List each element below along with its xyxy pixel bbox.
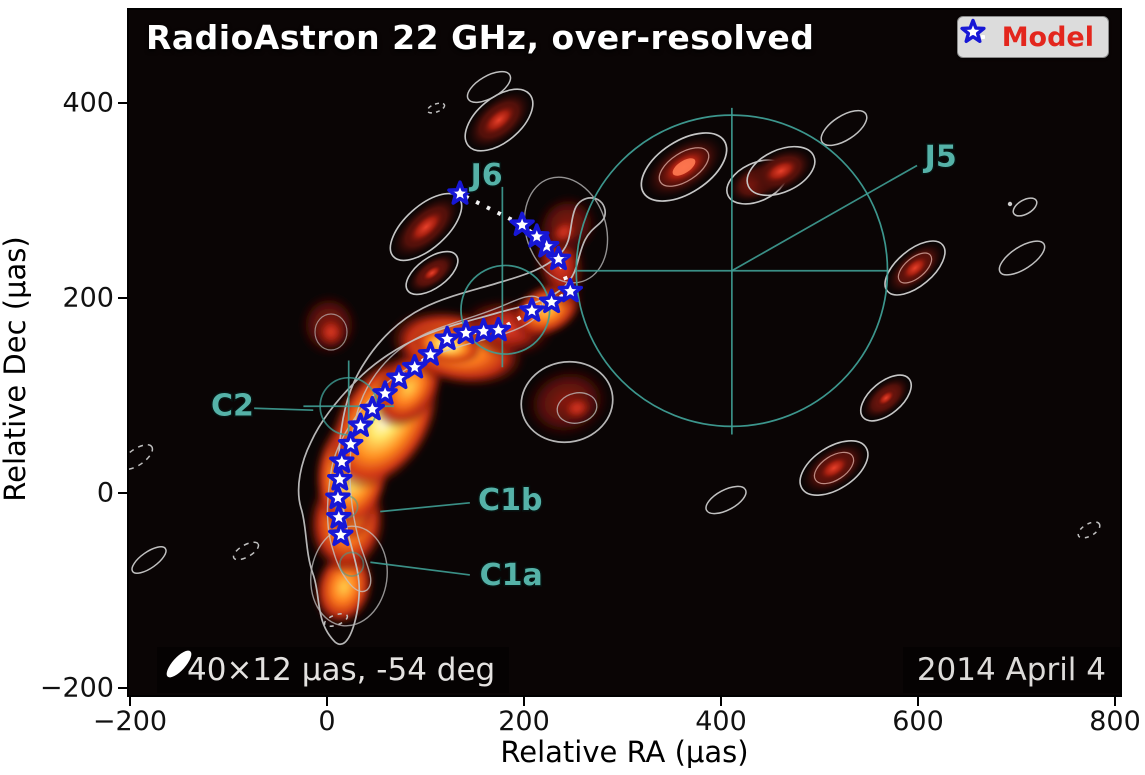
component-line-C1a (370, 561, 470, 576)
model-star-marker (359, 395, 386, 421)
epoch-annotation: 2014 April 4 (902, 647, 1120, 693)
y-tick-mark (118, 492, 127, 495)
model-star-marker (453, 319, 479, 345)
legend-model-label: Model (1001, 21, 1094, 53)
y-tick-label: 200 (62, 282, 114, 314)
beam-annotation: 40×12 μas, -54 deg (157, 647, 510, 693)
model-star-marker (347, 412, 374, 437)
model-star-marker (325, 484, 351, 509)
x-tick-label: 0 (318, 706, 336, 737)
x-tick-mark (720, 697, 723, 706)
model-star-marker (329, 448, 355, 473)
component-line-C2 (254, 407, 314, 412)
beam-ellipse-icon (166, 650, 192, 678)
model-star-icon (960, 18, 986, 43)
plot-area: J5 J6 C2 C1b C1a RadioAstron 22 GHz, over-re… (127, 8, 1122, 697)
model-star-marker (326, 504, 352, 529)
x-tick-label: 600 (892, 706, 944, 737)
beam-size-text: 40×12 μas, -54 deg (187, 652, 496, 688)
y-axis-label: Relative Dec (μas) (0, 236, 32, 502)
legend-dotted-line-dot (980, 35, 985, 39)
x-tick-label: 400 (695, 706, 747, 737)
epoch-text: 2014 April 4 (916, 652, 1106, 688)
component-circle-J5 (575, 114, 889, 428)
model-overlay: J5 J6 C2 C1b C1a (210, 107, 958, 594)
model-star-marker (372, 380, 398, 405)
faint-contours (129, 70, 1101, 627)
component-line-C1b (380, 501, 470, 513)
y-tick-label: −200 (39, 672, 114, 704)
y-tick-mark (118, 102, 127, 105)
x-tick-mark (523, 697, 526, 706)
model-star-marker (417, 341, 444, 366)
isolated-blobs (389, 88, 946, 496)
y-tick-mark (118, 687, 127, 690)
x-tick-mark (1114, 697, 1117, 706)
plot-title: RadioAstron 22 GHz, over-resolved (146, 18, 815, 57)
model-star-marker (337, 430, 364, 456)
x-tick-label: 800 (1089, 706, 1141, 737)
model-star-marker (557, 277, 584, 303)
x-axis-label: Relative RA (μas) (500, 735, 749, 769)
y-tick-label: 0 (96, 477, 114, 509)
x-tick-mark (129, 697, 132, 706)
model-star-marker (327, 466, 353, 491)
model-star-marker (447, 180, 473, 205)
y-tick-mark (118, 297, 127, 300)
component-label-C1a: C1a (480, 558, 543, 593)
component-circle-C1a (338, 551, 365, 577)
component-line-J5 (731, 164, 918, 272)
model-star-marker (434, 325, 460, 351)
component-label-J6: J6 (469, 158, 503, 193)
x-tick-mark (917, 697, 920, 706)
legend: Model (956, 16, 1109, 58)
model-star-marker (485, 316, 512, 342)
component-label-C2: C2 (211, 388, 254, 423)
model-star-marker (328, 521, 354, 547)
component-label-C1b: C1b (478, 483, 542, 518)
x-tick-label: 200 (498, 706, 550, 737)
x-tick-mark (326, 697, 329, 706)
x-tick-label: −200 (92, 706, 168, 737)
component-label-J5: J5 (923, 140, 957, 175)
y-tick-label: 400 (62, 87, 114, 119)
model-star-marker (538, 288, 565, 314)
model-star-marker (509, 211, 535, 236)
model-star-marker (519, 297, 545, 322)
